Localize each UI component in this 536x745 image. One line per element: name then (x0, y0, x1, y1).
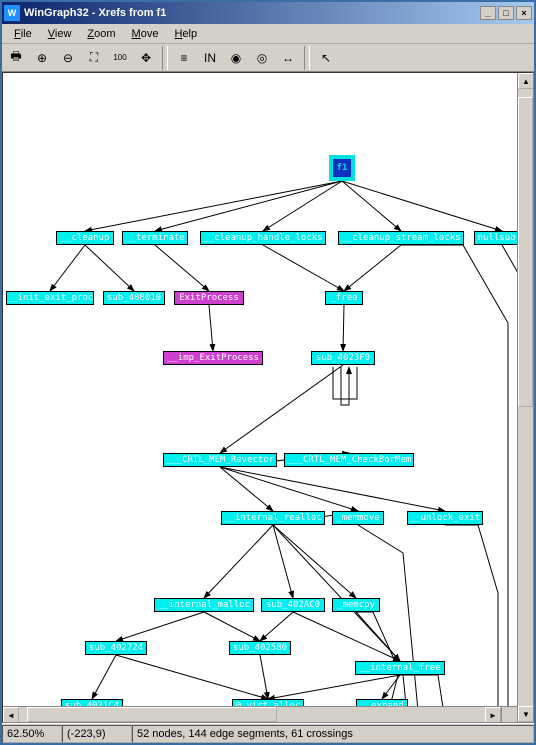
node-memmove[interactable]: _memmove (332, 511, 384, 525)
tool-zoom-out[interactable]: ⊖ (56, 46, 80, 70)
status-zoom: 62.50% (2, 725, 62, 743)
node-sub4021c4[interactable]: sub_4021C4 (61, 699, 123, 706)
node-chl[interactable]: __cleanup_handle_locks (200, 231, 326, 245)
vscroll-track[interactable] (518, 89, 533, 706)
menu-view[interactable]: View (40, 26, 80, 42)
tool-zoom-in[interactable]: ⊕ (30, 46, 54, 70)
app-icon: W (4, 5, 20, 21)
node-crtlcheck[interactable]: ___CRTL_MEM_CheckBorMem (284, 453, 414, 467)
node-memcpy[interactable]: _memcpy (332, 598, 380, 612)
toolbar-separator (304, 46, 310, 70)
minimize-button[interactable]: _ (480, 6, 496, 20)
vscroll: ▲ ▼ (517, 73, 533, 722)
node-exitproc[interactable]: ExitProcess (174, 291, 244, 305)
node-crtlrev[interactable]: ___CRTL_MEM_Revector (163, 453, 277, 467)
tool-layers[interactable]: ≡ (172, 46, 196, 70)
node-sub408010[interactable]: sub_408010 (103, 291, 165, 305)
node-sub402ac0[interactable]: sub_402AC0 (261, 598, 325, 612)
node-sub402580[interactable]: sub_402580 (229, 641, 291, 655)
node-sub4023f0[interactable]: sub_4023F0 (311, 351, 375, 365)
scroll-corner (501, 707, 517, 722)
node-virtalloc[interactable]: @_virt_alloc (232, 699, 304, 706)
node-sub402724[interactable]: sub_402724 (85, 641, 147, 655)
vscroll-thumb[interactable] (518, 97, 533, 407)
menu-file[interactable]: File (6, 26, 40, 42)
tool-in[interactable]: IN (198, 46, 222, 70)
status-info: 52 nodes, 144 edge segments, 61 crossing… (132, 725, 534, 743)
node-impexit[interactable]: __imp_ExitProcess (163, 351, 263, 365)
node-root[interactable]: f1 (329, 155, 355, 181)
node-free[interactable]: _free (325, 291, 363, 305)
menu-help[interactable]: Help (166, 26, 205, 42)
toolbar: 🖶⊕⊖⛶100✥ ≡IN◉◎↔ ↖ (2, 44, 534, 72)
node-csl[interactable]: __cleanup_stream_locks (338, 231, 464, 245)
hscroll-left[interactable]: ◄ (3, 707, 19, 723)
hscroll-right[interactable]: ► (485, 707, 501, 723)
hscroll-thumb[interactable] (27, 707, 277, 722)
tool-globe1[interactable]: ◉ (224, 46, 248, 70)
node-intrealloc[interactable]: __internal_realloc (221, 511, 325, 525)
node-unlockexit[interactable]: __unlock_exit (407, 511, 483, 525)
tool-pointer[interactable]: ↖ (314, 46, 338, 70)
node-terminate[interactable]: __terminate (122, 231, 188, 245)
titlebar[interactable]: W WinGraph32 - Xrefs from f1 _ □ × (2, 2, 534, 24)
tool-globe2[interactable]: ◎ (250, 46, 274, 70)
close-button[interactable]: × (516, 6, 532, 20)
graph-canvas[interactable]: f1 __cleanup __terminate __cleanup_handle_l… (3, 73, 517, 706)
hscroll-track[interactable] (19, 707, 485, 722)
window-title: WinGraph32 - Xrefs from f1 (24, 7, 478, 19)
toolbar-separator (162, 46, 168, 70)
menu-move[interactable]: Move (124, 26, 167, 42)
vscroll-down[interactable]: ▼ (518, 706, 534, 722)
statusbar: 62.50% (-223,9) 52 nodes, 144 edge segme… (2, 723, 534, 743)
tool-center[interactable]: ✥ (134, 46, 158, 70)
status-coords: (-223,9) (62, 725, 132, 743)
maximize-button[interactable]: □ (498, 6, 514, 20)
node-initexit[interactable]: __init_exit_proc (6, 291, 94, 305)
hscroll-row: ◄ ► (3, 706, 517, 722)
menubar: FileViewZoomMoveHelp (2, 24, 534, 44)
node-intfree[interactable]: __internal_free (355, 661, 445, 675)
node-cleanup[interactable]: __cleanup (56, 231, 114, 245)
menu-zoom[interactable]: Zoom (79, 26, 123, 42)
tool-arrows[interactable]: ↔ (276, 46, 300, 70)
canvas-area: f1 __cleanup __terminate __cleanup_handle_l… (2, 72, 534, 723)
node-expand[interactable]: __expand (356, 699, 408, 706)
node-nullsub[interactable]: nullsub_4 (474, 231, 517, 245)
tool-fit[interactable]: ⛶ (82, 46, 106, 70)
node-intmalloc[interactable]: __internal_malloc (154, 598, 254, 612)
tool-print[interactable]: 🖶 (4, 46, 28, 70)
tool-100[interactable]: 100 (108, 46, 132, 70)
vscroll-up[interactable]: ▲ (518, 73, 534, 89)
app-window: W WinGraph32 - Xrefs from f1 _ □ × FileV… (0, 0, 536, 745)
